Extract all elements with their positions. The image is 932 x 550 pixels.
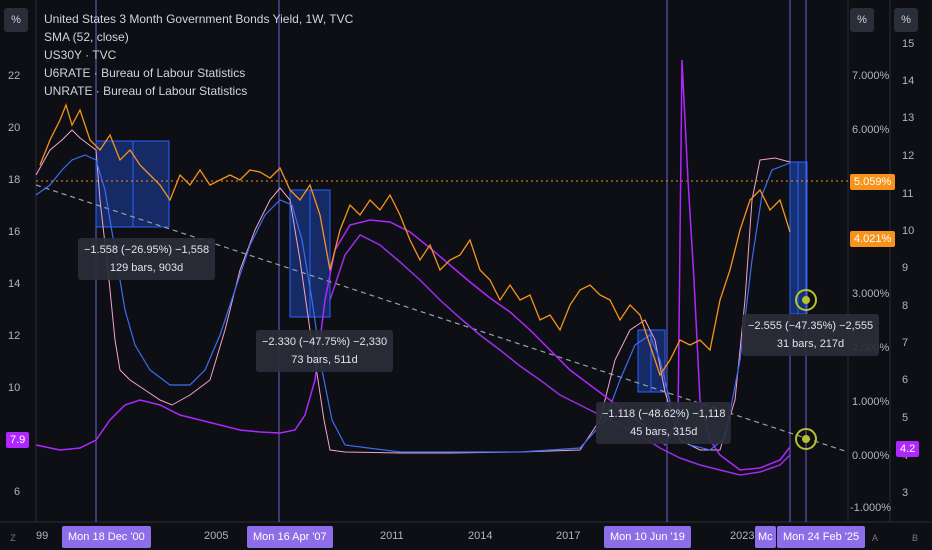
series-unrate [35,59,791,471]
auto-scale-button[interactable]: A [871,533,878,543]
left-axis-tick: 20 [8,122,21,134]
legend-unrate[interactable]: UNRATE · Bureau of Labour Statistics [44,84,248,98]
left-axis-tick: 16 [8,226,21,238]
date-pill-short[interactable]: Mc [755,526,776,548]
right-axis-tick: 6 [902,374,909,386]
mid-price-tag-1: 5.059% [850,174,896,190]
left-axis-tick: 14 [8,278,21,290]
measure-label-line1: −1.558 (−26.95%) −1,558 [84,244,210,256]
mid-scale-percent-button[interactable]: % [850,8,874,32]
right-axis-tick: 8 [902,300,909,312]
left-scale-percent-button[interactable]: % [4,8,28,32]
chart-legend: United States 3 Month Government Bonds Y… [44,10,353,100]
x-axis-tick: 2023 [730,530,755,542]
measure-label[interactable]: −2.555 (−47.35%) −2,555 31 bars, 217d [742,314,880,356]
measure-label-line2: 31 bars, 217d [776,338,845,350]
series-us30y [39,103,791,377]
legend-u6rate[interactable]: U6RATE · Bureau of Labour Statistics [44,66,246,80]
x-axis-tick: 2005 [204,530,229,542]
right-axis-tick: 7 [902,337,909,349]
mid-price-tag-2: 4.021% [850,231,896,247]
right-axis-tick: 11 [902,188,914,200]
x-axis-tick: 99 [36,530,49,542]
date-pill[interactable]: Mon 10 Jun '19 [604,526,691,548]
measure-label[interactable]: −1.558 (−26.95%) −1,558 129 bars, 903d [78,238,216,280]
right-axis-tick: 15 [902,38,915,50]
legend-sma[interactable]: SMA (52, close) [44,30,129,44]
right-axis-tick: 13 [902,112,915,124]
mid-axis-tick: 1.000% [852,396,890,408]
x-axis-tick: 2011 [380,530,404,542]
target-marker[interactable] [795,289,817,311]
mid-axis-tick: 0.000% [852,450,890,462]
date-pill[interactable]: Mon 18 Dec '00 [62,526,151,548]
right-axis-tick: 3 [902,487,909,499]
measure-label-line1: −2.555 (−47.35%) −2,555 [748,320,874,332]
date-pill[interactable]: Mon 24 Feb '25 [777,526,866,548]
x-axis-tick: 2014 [468,530,493,542]
mid-axis-tick: 3.000% [852,288,890,300]
left-axis-tick: 10 [8,382,21,394]
left-price-tag: 7.9 [6,432,30,448]
series-u6rate [329,234,791,476]
measure-label[interactable]: −1.118 (−48.62%) −1,118 45 bars, 315d [596,402,732,444]
target-marker[interactable] [795,428,817,450]
date-pill[interactable]: Mon 16 Apr '07 [247,526,333,548]
measure-label-line1: −1.118 (−48.62%) −1,118 [602,408,726,420]
right-scale-percent-button[interactable]: % [894,8,918,32]
left-axis-tick: 6 [14,486,21,498]
measure-label-line2: 45 bars, 315d [630,426,698,438]
right-axis-tick: 5 [902,412,909,424]
legend-title[interactable]: United States 3 Month Government Bonds Y… [44,12,354,26]
target-marker-dot [802,435,810,443]
measure-label[interactable]: −2.330 (−47.75%) −2,330 73 bars, 511d [256,330,394,372]
mid-axis-tick: 7.000% [852,70,890,82]
right-axis-tick: 9 [902,262,909,274]
measure-label-line2: 129 bars, 903d [109,262,184,274]
right-axis-tick: 12 [902,150,915,162]
right-axis-tick: 10 [902,225,915,237]
mid-axis-tick: 6.000% [852,124,890,136]
right-axis-tick: 14 [902,75,915,87]
zoom-button[interactable]: Z [10,533,16,543]
legend-us30y[interactable]: US30Y · TVC [44,48,117,62]
left-axis-tick: 22 [8,70,21,82]
left-axis-tick: 18 [8,174,21,186]
measure-label-line1: −2.330 (−47.75%) −2,330 [262,336,388,348]
mid-axis-tick: -1.000% [850,502,891,514]
x-axis-tick: 2017 [556,530,581,542]
measure-label-line2: 73 bars, 511d [291,354,358,366]
target-marker-dot [802,296,810,304]
right-price-tag: 4.2 [896,441,920,457]
left-axis-tick: 12 [8,330,21,342]
b-scale-button[interactable]: B [911,533,918,543]
